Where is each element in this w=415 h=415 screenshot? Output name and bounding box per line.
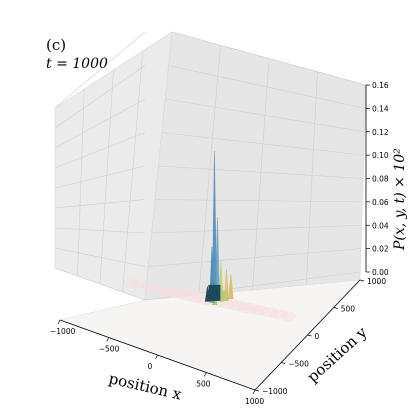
z-grid-line <box>54 165 146 189</box>
z-tick-label: 0.06 <box>372 198 389 207</box>
vertical-grid-line <box>122 50 144 293</box>
x-tick-mark <box>203 372 207 377</box>
y-tick-mark <box>281 362 286 364</box>
x-tick-label: 500 <box>196 380 211 389</box>
vertical-grid-line <box>198 45 221 296</box>
back-pane-right <box>144 31 367 301</box>
panel-label: (c) <box>46 36 66 54</box>
y-tick-label: 500 <box>341 305 356 314</box>
peak-spike <box>228 274 234 299</box>
z-tick-label: 0.02 <box>372 245 389 254</box>
surface-marks <box>204 151 234 305</box>
y-tick-mark <box>359 279 365 282</box>
grid-lines <box>54 31 367 301</box>
z-ticks: 0.00 0.02 0.04 0.06 0.08 0.10 0.12 0.14 0.16 <box>366 81 389 277</box>
x-tick-mark <box>106 337 110 342</box>
y-tick-mark <box>254 389 260 392</box>
x-tick-label: −1000 <box>50 327 76 336</box>
time-label: t = 1000 <box>46 56 108 72</box>
z-tick-label: 0.08 <box>372 175 389 184</box>
z-grid-line <box>54 227 146 234</box>
central-cluster <box>208 284 221 301</box>
z-axis-label: P(x, y, t) × 10² <box>392 148 408 251</box>
x-tick-label: −500 <box>99 345 120 354</box>
x-tick-mark <box>252 389 256 395</box>
z-tick-label: 0.14 <box>372 104 389 113</box>
y-tick-label: 1000 <box>367 277 386 286</box>
y-tick-label: −500 <box>288 360 309 369</box>
z-grid-line <box>54 31 146 109</box>
y-tick-label: −1000 <box>262 387 288 396</box>
z-tick-label: 0.10 <box>372 151 389 160</box>
vertical-grid-line <box>305 71 318 286</box>
z-tick-label: 0.04 <box>372 221 389 230</box>
x-tick-mark <box>57 319 61 325</box>
y-tick-mark <box>333 307 338 309</box>
z-tick-label: 0.16 <box>372 81 389 90</box>
x-tick-label: 1000 <box>245 397 264 406</box>
z-grid-line <box>54 247 146 267</box>
vertical-grid-line <box>252 58 270 291</box>
vertical-grid-line <box>99 69 114 285</box>
z-grid-line <box>54 98 146 149</box>
density-patch <box>280 311 297 322</box>
x-tick-mark <box>155 354 158 360</box>
x-axis-label: position x <box>107 369 184 403</box>
x-tick-label: 0 <box>148 362 153 371</box>
y-tick-mark <box>307 334 312 337</box>
y-ticks: −1000 −500 0 500 1000 <box>254 277 386 396</box>
z-grid-line <box>54 132 146 169</box>
z-tick-label: 0.12 <box>372 128 389 137</box>
vertical-grid-line <box>77 88 85 277</box>
y-tick-label: 0 <box>315 332 320 341</box>
x-ticks: −1000 −500 0 500 1000 <box>50 319 264 406</box>
z-grid-line <box>54 65 146 129</box>
central-cluster <box>220 290 229 301</box>
z-tick-label: 0.00 <box>372 268 389 277</box>
